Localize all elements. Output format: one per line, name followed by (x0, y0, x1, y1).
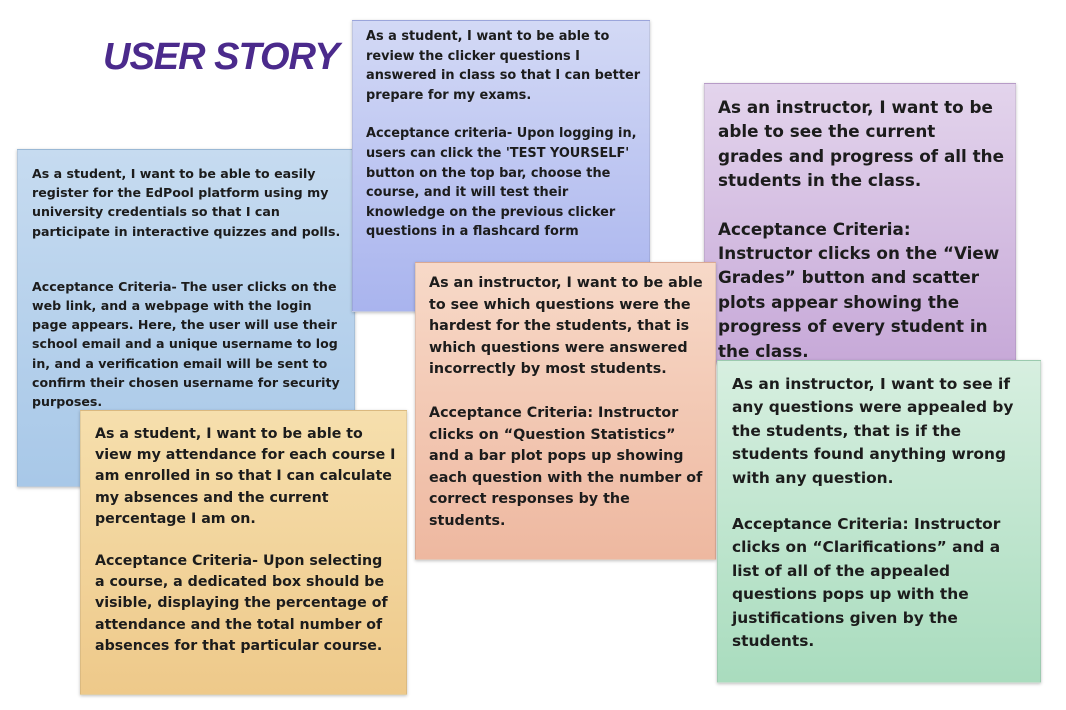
user-story-text: As an instructor, I want to be able to s… (718, 97, 1004, 191)
user-story-text: As an instructor, I want to see if any q… (732, 375, 1014, 487)
acceptance-criteria-text: Acceptance Criteria- Upon selecting a co… (95, 553, 388, 654)
sticky-note-attendance: As a student, I want to be able to view … (80, 410, 407, 695)
page-title: USER STORY (103, 36, 340, 78)
sticky-note-clarifications: As an instructor, I want to see if any q… (717, 360, 1041, 683)
sticky-note-view-grades: As an instructor, I want to be able to s… (704, 83, 1016, 363)
user-story-text: As an instructor, I want to be able to s… (429, 275, 703, 378)
acceptance-criteria-text: Acceptance Criteria- The user clicks on … (32, 278, 340, 410)
acceptance-criteria-text: Acceptance Criteria: Instructor clicks o… (718, 218, 1000, 361)
user-story-text: As a student, I want to be able to easil… (32, 166, 341, 239)
acceptance-criteria-text: Acceptance criteria- Upon logging in, us… (366, 126, 637, 240)
user-story-text: As a student, I want to be able to view … (95, 426, 396, 527)
sticky-note-question-statistics: As an instructor, I want to be able to s… (415, 262, 716, 560)
user-story-text: As a student, I want to be able to revie… (366, 29, 641, 103)
acceptance-criteria-text: Acceptance Criteria: Instructor clicks o… (732, 515, 1001, 651)
acceptance-criteria-text: Acceptance Criteria: Instructor clicks o… (429, 404, 703, 529)
